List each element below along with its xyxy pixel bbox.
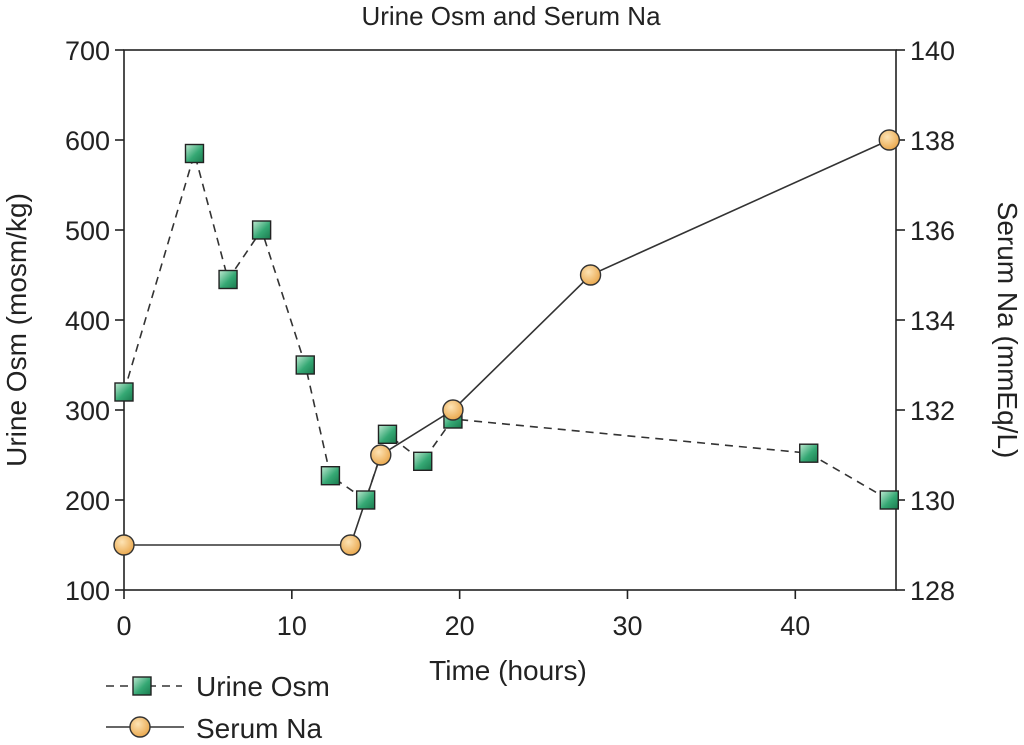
y2-tick-label-1: 130	[910, 486, 955, 516]
series-lines	[123, 139, 890, 546]
y2-tick-label-3: 134	[910, 306, 955, 336]
y-tick-label-1: 200	[65, 486, 110, 516]
legend-item-serum-na: Serum Na	[106, 713, 322, 744]
y-axis-right: 128 130 132 134 136 138 140	[896, 36, 955, 606]
y-axis-left: 100 200 300 400 500 600 700	[65, 36, 124, 606]
point-urine-osm-1	[184, 143, 205, 164]
y2-tick-label-2: 132	[910, 396, 955, 426]
y2-tick-label-6: 140	[910, 36, 955, 66]
point-urine-osm-4	[295, 355, 315, 375]
legend-urine-osm-marker	[132, 676, 152, 696]
legend-item-urine-osm: Urine Osm	[106, 671, 330, 702]
x-tick-label-0: 0	[116, 611, 131, 641]
x-axis: 0 10 20 30 40	[116, 590, 810, 641]
legend-urine-osm-label: Urine Osm	[196, 671, 330, 702]
series-line-serum-na	[124, 139, 890, 546]
point-serum-na-2	[370, 444, 392, 466]
point-urine-osm-8	[413, 451, 433, 471]
y-axis-right-title: Serum Na (mmEq/L)	[992, 202, 1023, 459]
y-tick-label-6: 700	[65, 36, 110, 66]
point-urine-osm-5	[320, 466, 341, 486]
y-tick-label-3: 400	[65, 306, 110, 336]
x-tick-label-2: 20	[445, 611, 475, 641]
x-tick-label-1: 10	[277, 611, 307, 641]
y-tick-label-5: 600	[65, 126, 110, 156]
point-serum-na-5	[878, 129, 900, 151]
legend: Urine Osm Serum Na	[106, 671, 330, 744]
x-tick-label-3: 30	[612, 611, 642, 641]
point-serum-na-4	[579, 264, 602, 286]
y-tick-label-4: 500	[65, 216, 110, 246]
point-serum-na-0	[113, 534, 135, 556]
point-urine-osm-6	[355, 490, 376, 510]
y-tick-label-0: 100	[65, 576, 110, 606]
point-urine-osm-2	[218, 269, 238, 290]
y-tick-label-2: 300	[65, 396, 110, 426]
point-serum-na-1	[339, 534, 362, 556]
point-urine-osm-10	[799, 443, 819, 463]
legend-serum-na-label: Serum Na	[196, 713, 322, 744]
chart-title: Urine Osm and Serum Na	[361, 1, 661, 31]
point-urine-osm-0	[114, 382, 134, 402]
point-serum-na-3	[442, 399, 464, 421]
point-urine-osm-11	[879, 490, 899, 510]
point-urine-osm-3	[251, 220, 272, 240]
plot-frame	[123, 49, 897, 591]
y2-tick-label-5: 138	[910, 126, 955, 156]
series-line-urine-osm	[123, 150, 890, 502]
y2-tick-label-0: 128	[910, 576, 955, 606]
series-markers	[113, 129, 900, 556]
legend-serum-na-marker	[129, 716, 151, 738]
x-axis-title: Time (hours)	[429, 655, 587, 686]
y2-tick-label-4: 136	[910, 216, 955, 246]
point-urine-osm-7	[377, 424, 398, 444]
y-axis-left-title: Urine Osm (mosm/kg)	[1, 193, 32, 467]
x-tick-label-4: 40	[780, 611, 810, 641]
